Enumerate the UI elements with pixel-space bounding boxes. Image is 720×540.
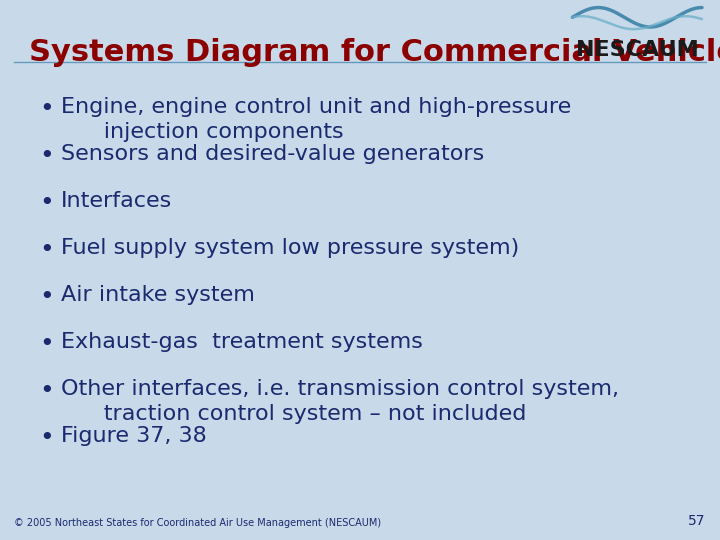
Text: Engine, engine control unit and high-pressure
      injection components: Engine, engine control unit and high-pre… bbox=[61, 97, 572, 142]
Text: NESCAUM: NESCAUM bbox=[576, 40, 698, 60]
Text: Exhaust-gas  treatment systems: Exhaust-gas treatment systems bbox=[61, 332, 423, 352]
Text: Interfaces: Interfaces bbox=[61, 191, 173, 211]
Text: •: • bbox=[40, 285, 54, 309]
Text: •: • bbox=[40, 332, 54, 356]
Text: •: • bbox=[40, 144, 54, 168]
Text: Sensors and desired-value generators: Sensors and desired-value generators bbox=[61, 144, 485, 164]
Text: Fuel supply system low pressure system): Fuel supply system low pressure system) bbox=[61, 238, 519, 258]
Text: 57: 57 bbox=[688, 514, 706, 528]
Text: Systems Diagram for Commercial Vehicles: Systems Diagram for Commercial Vehicles bbox=[29, 38, 720, 67]
Text: •: • bbox=[40, 97, 54, 121]
Text: Other interfaces, i.e. transmission control system,
      traction control syste: Other interfaces, i.e. transmission cont… bbox=[61, 379, 619, 424]
Text: •: • bbox=[40, 238, 54, 262]
Text: © 2005 Northeast States for Coordinated Air Use Management (NESCAUM): © 2005 Northeast States for Coordinated … bbox=[14, 518, 382, 528]
Text: •: • bbox=[40, 426, 54, 450]
Text: •: • bbox=[40, 379, 54, 403]
Text: Figure 37, 38: Figure 37, 38 bbox=[61, 426, 207, 446]
Text: •: • bbox=[40, 191, 54, 215]
Text: Air intake system: Air intake system bbox=[61, 285, 255, 305]
